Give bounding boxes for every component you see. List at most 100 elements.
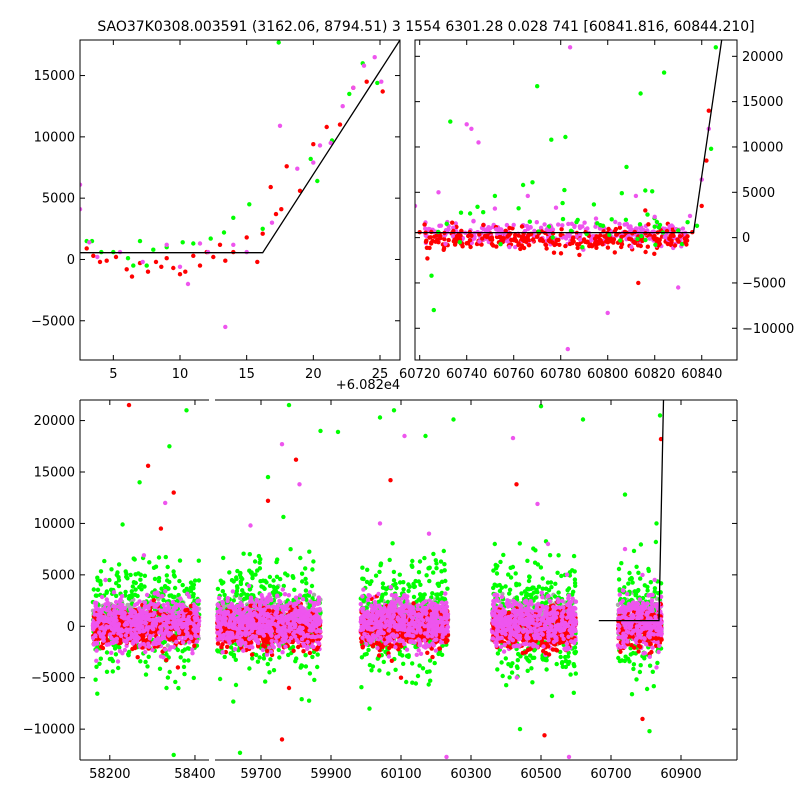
point-red — [129, 274, 135, 279]
point-red-filler — [563, 243, 568, 249]
point-magenta-filler — [137, 599, 142, 604]
point-green-filler — [137, 584, 142, 590]
point-magenta-filler — [106, 605, 112, 611]
point-magenta-filler — [178, 604, 184, 609]
point-green — [247, 202, 252, 207]
point-red-filler — [441, 247, 446, 252]
point-magenta-filler — [94, 648, 99, 653]
point-magenta-filler — [577, 225, 583, 231]
point-green-filler — [142, 584, 147, 589]
point-red-filler — [519, 224, 525, 229]
point-green-filler — [639, 233, 644, 239]
point-green-filler — [165, 675, 171, 680]
point-green-filler — [182, 658, 187, 663]
point-magenta-filler — [163, 589, 168, 594]
point-green-filler — [436, 229, 441, 235]
point-magenta-filler — [471, 218, 476, 224]
point-green-filler — [138, 577, 143, 582]
x-tick-label: 5 — [109, 367, 117, 382]
point-green — [638, 91, 643, 96]
point-magenta-filler — [560, 223, 565, 228]
point-magenta-filler — [153, 641, 159, 647]
point-green-filler — [247, 552, 252, 557]
point-red — [113, 254, 119, 260]
point-red-filler — [522, 238, 527, 244]
point-red-filler — [605, 240, 611, 245]
point-magenta-filler — [90, 635, 96, 641]
point-red-filler — [466, 233, 471, 239]
point-magenta-filler — [139, 610, 145, 615]
point-green-filler — [303, 588, 309, 593]
point-magenta-filler — [191, 621, 196, 627]
point-green-filler — [294, 656, 299, 661]
point-green-filler — [315, 664, 320, 670]
point-red-filler — [130, 646, 135, 652]
point-magenta-filler — [153, 637, 158, 643]
point-magenta-filler — [95, 623, 100, 628]
point-green-filler — [157, 666, 163, 671]
point-magenta-filler — [152, 610, 157, 616]
point-magenta-filler — [143, 649, 148, 655]
point-red — [558, 232, 563, 238]
point-green-filler — [271, 584, 276, 589]
point-green-filler — [95, 587, 101, 592]
point-magenta-filler — [100, 607, 105, 612]
point-red — [91, 253, 96, 258]
point-magenta-filler — [111, 590, 117, 595]
point-red-filler — [550, 240, 556, 245]
point-magenta — [95, 254, 100, 260]
y-tick-label: 0 — [67, 253, 75, 268]
point-green-filler — [136, 571, 141, 576]
point-red — [164, 256, 169, 261]
point-red-filler — [510, 226, 515, 231]
point-green — [131, 263, 136, 268]
point-green-filler — [550, 235, 555, 240]
point-red-filler — [682, 236, 687, 241]
point-red-filler — [598, 233, 603, 238]
point-magenta-filler — [191, 627, 196, 632]
point-magenta-filler — [177, 622, 183, 627]
point-red-filler — [646, 222, 651, 227]
point-red — [636, 280, 641, 286]
point-red-filler — [571, 235, 576, 240]
point-magenta-filler — [195, 599, 200, 604]
x-tick-label: 60720 — [399, 367, 440, 382]
point-magenta-filler — [91, 627, 96, 632]
x-tick-label: 60780 — [540, 367, 581, 382]
point-magenta-filler — [246, 583, 252, 588]
point-red — [452, 237, 458, 242]
point-magenta-filler — [94, 641, 100, 646]
point-red-filler — [503, 228, 508, 233]
point-green-filler — [109, 567, 114, 572]
point-green-filler — [457, 240, 462, 245]
point-magenta-filler — [275, 593, 280, 598]
point-green-filler — [222, 654, 227, 660]
point-green — [713, 45, 718, 50]
point-magenta-filler — [254, 597, 259, 602]
point-magenta-filler — [507, 244, 512, 250]
point-green-filler — [257, 655, 262, 660]
point-red-filler — [612, 250, 617, 255]
point-red — [570, 240, 575, 246]
point-green-filler — [303, 576, 308, 582]
point-magenta-filler — [112, 608, 117, 613]
point-red — [255, 259, 260, 265]
point-magenta — [328, 140, 333, 146]
point-green — [429, 273, 434, 278]
point-green-filler — [93, 593, 99, 598]
point-magenta-filler — [622, 222, 627, 227]
point-green-filler — [133, 587, 138, 592]
point-green-filler — [298, 555, 303, 561]
point-magenta-filler — [111, 619, 117, 624]
point-red-filler — [596, 241, 601, 246]
point-red — [217, 242, 223, 247]
point-green-filler — [285, 573, 290, 578]
point-red-filler — [481, 222, 486, 228]
point-magenta-filler — [504, 222, 510, 228]
point-magenta-filler — [629, 244, 634, 250]
point-magenta-filler — [133, 638, 138, 643]
point-red — [159, 264, 164, 269]
point-magenta-filler — [534, 220, 539, 225]
point-green-filler — [607, 232, 612, 238]
